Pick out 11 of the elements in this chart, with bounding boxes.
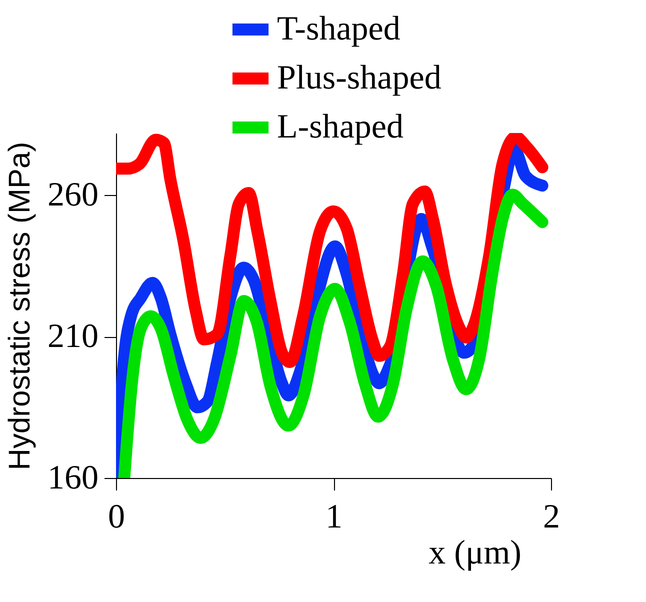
y-tick-label: 160 [48,460,98,496]
x-tick-label: 1 [326,498,342,536]
y-tick-label: 210 [48,318,98,356]
x-axis-title: x (μm) [428,534,522,572]
x-tick-label: 2 [543,498,560,536]
legend-label: L-shaped [277,108,404,146]
y-axis-title: Hydrostatic stress (MPa) [4,142,36,470]
legend-label: Plus-shaped [277,60,442,96]
legend-label: T-shaped [277,10,400,48]
y-tick-label: 260 [48,176,98,214]
x-tick-label: 0 [108,498,125,536]
